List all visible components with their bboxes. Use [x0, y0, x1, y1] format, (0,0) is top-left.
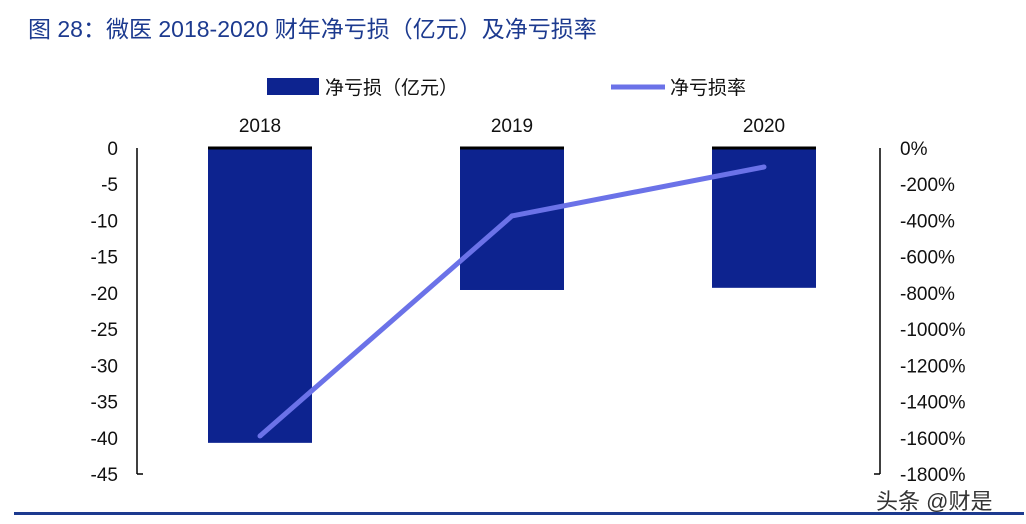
right-tick-label: -400% [900, 211, 955, 232]
left-tick-label: 0 [107, 139, 118, 160]
loss-rate-point-2018 [257, 433, 263, 439]
left-tick-label: -25 [91, 320, 118, 341]
bar-2018 [208, 148, 312, 443]
right-tick-label: -1400% [900, 393, 966, 414]
right-tick-label: -200% [900, 175, 955, 196]
right-tick-label: 0% [900, 139, 928, 160]
divider [14, 512, 1024, 515]
left-tick-label: -15 [91, 248, 118, 269]
left-tick-label: -5 [101, 175, 118, 196]
legend-label-net-loss: 净亏损（亿元） [325, 77, 458, 99]
category-label: 2019 [491, 116, 533, 137]
category-label: 2018 [239, 116, 281, 137]
right-tick-label: -1600% [900, 429, 966, 450]
right-tick-label: -1800% [900, 465, 966, 486]
left-tick-label: -10 [91, 211, 118, 232]
left-tick-label: -20 [91, 284, 118, 305]
watermark: 头条 @财是 [876, 489, 993, 514]
right-tick-label: -1200% [900, 356, 966, 377]
chart-title: 图 28：微医 2018-2020 财年净亏损（亿元）及净亏损率 [28, 16, 597, 42]
left-tick-label: -45 [91, 465, 118, 486]
right-tick-label: -800% [900, 284, 955, 305]
left-tick-label: -30 [91, 356, 118, 377]
left-tick-label: -35 [91, 393, 118, 414]
left-tick-label: -40 [91, 429, 118, 450]
legend-swatch-net-loss [267, 78, 319, 95]
right-tick-label: -1000% [900, 320, 966, 341]
legend-label-loss-rate: 净亏损率 [670, 77, 746, 99]
right-tick-label: -600% [900, 248, 955, 269]
loss-rate-point-2019 [509, 213, 515, 219]
loss-rate-point-2020 [761, 164, 767, 170]
category-label: 2020 [743, 116, 785, 137]
